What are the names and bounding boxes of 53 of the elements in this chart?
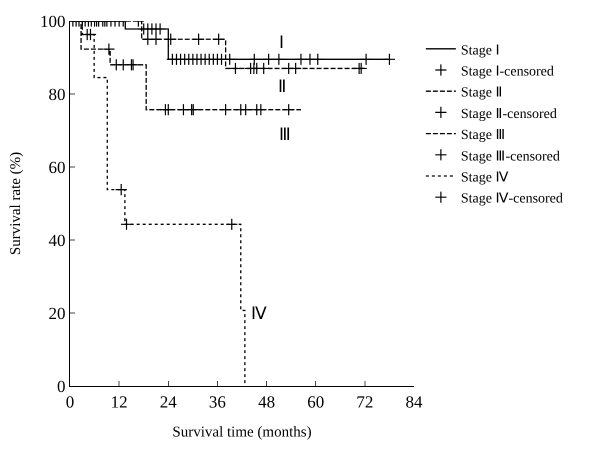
point — [258, 62, 270, 75]
point — [162, 104, 174, 116]
y-tick-label: 60 — [48, 158, 66, 177]
legend-label: Stage Ⅲ — [460, 128, 506, 144]
legend-label: Stage Ⅱ-censored — [460, 106, 557, 122]
point — [239, 104, 252, 116]
x-tick-label: 72 — [356, 392, 374, 412]
point — [294, 53, 308, 66]
legend-label: Stage Ⅱ — [460, 86, 502, 101]
legend-label: Stage Ⅰ-censored — [460, 64, 554, 80]
point — [219, 104, 232, 116]
point — [360, 53, 372, 66]
x-axis-title: Survival time (months) — [172, 424, 312, 441]
x-tick-label: 48 — [258, 392, 276, 412]
annotation: Ⅱ — [278, 77, 286, 96]
x-tick-label: 36 — [208, 392, 226, 412]
point — [154, 22, 166, 36]
point — [289, 62, 302, 75]
point — [164, 33, 177, 46]
y-tick-label: 0 — [56, 376, 66, 396]
y-tick-label: 40 — [48, 230, 66, 250]
point — [248, 53, 260, 66]
x-tick-label: 84 — [406, 392, 423, 412]
point — [312, 53, 324, 66]
annotation: Ⅲ — [279, 125, 291, 144]
point — [226, 218, 238, 231]
point — [84, 28, 97, 41]
point — [272, 53, 286, 66]
point — [192, 33, 205, 46]
point — [150, 33, 162, 46]
legend-label: Stage Ⅳ-censored — [460, 192, 563, 207]
point — [212, 33, 225, 46]
point — [254, 104, 268, 116]
point — [262, 53, 275, 66]
y-tick-label: 80 — [48, 84, 66, 104]
legend-label: Stage Ⅲ-censored — [460, 149, 560, 164]
y-tick-label: 20 — [48, 304, 66, 323]
x-tick-label: 24 — [160, 392, 178, 412]
legend-label: Stage Ⅰ — [460, 43, 500, 58]
y-tick-label: 100 — [40, 12, 66, 31]
legend-label: Stage Ⅳ — [460, 170, 508, 186]
point — [282, 104, 295, 116]
annotation: Ⅰ — [279, 33, 284, 52]
point — [229, 62, 242, 75]
y-axis-title: Survival rate (%) — [8, 152, 24, 256]
x-tick-label: 60 — [307, 392, 324, 412]
point — [102, 42, 116, 56]
point — [383, 53, 396, 66]
point — [114, 183, 128, 196]
point — [120, 218, 133, 231]
point — [224, 53, 236, 66]
annotation: Ⅳ — [251, 304, 267, 323]
x-tick-label: 12 — [110, 392, 128, 412]
